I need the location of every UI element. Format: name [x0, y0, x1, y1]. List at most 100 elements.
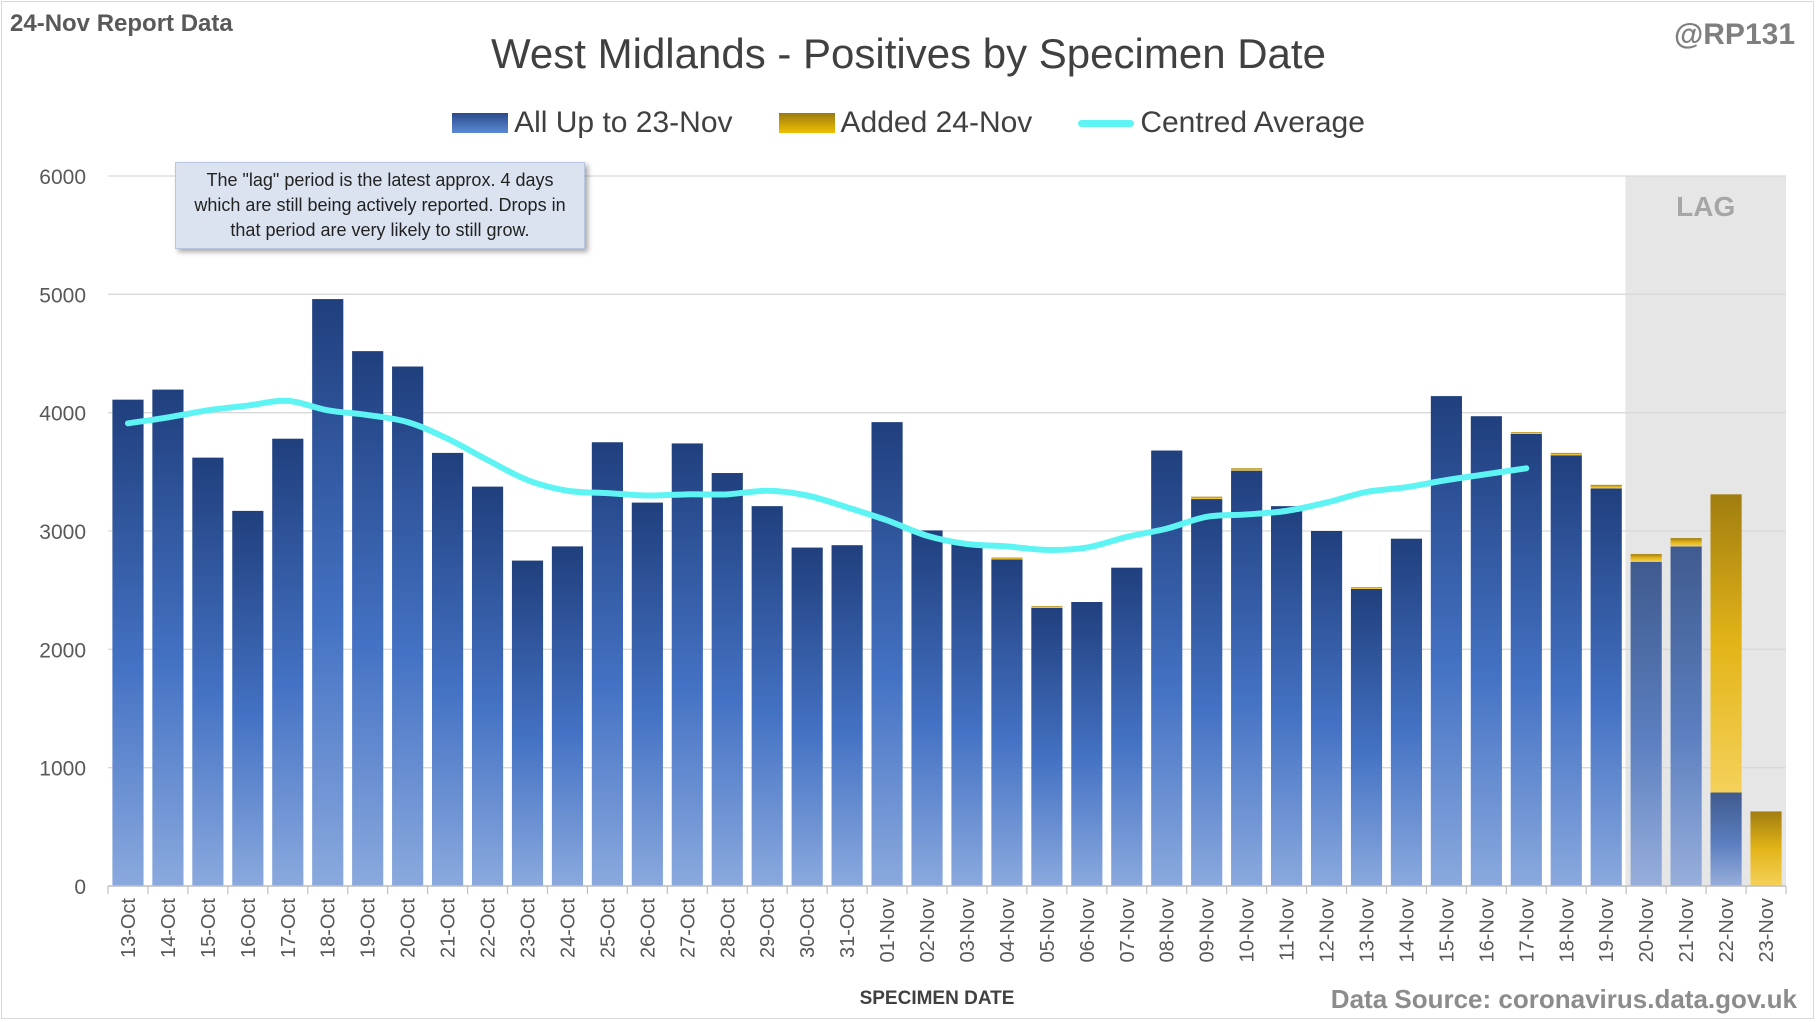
x-tick-label: 15-Oct [198, 898, 220, 958]
bar-base [1430, 396, 1462, 886]
bar-base [1271, 506, 1303, 886]
bar-base [112, 399, 144, 886]
legend-item-average: Centred Average [1078, 106, 1365, 140]
x-tick-label: 24-Oct [557, 898, 579, 958]
bar-base [152, 389, 184, 886]
bar-base [1710, 792, 1742, 886]
author-handle: @RP131 [1674, 18, 1795, 51]
bar-base [631, 502, 663, 886]
bar-base [911, 530, 943, 886]
x-tick-label: 16-Nov [1476, 898, 1498, 962]
x-tick-label: 12-Nov [1317, 898, 1339, 962]
bar-added [1550, 452, 1582, 456]
legend-label-base: All Up to 23-Nov [514, 106, 733, 139]
x-tick-label: 23-Oct [518, 898, 540, 958]
bar-base [1071, 602, 1103, 886]
x-tick-label: 22-Nov [1716, 898, 1738, 962]
x-tick-label: 07-Nov [1117, 898, 1139, 962]
chart-legend: All Up to 23-Nov Added 24-Nov Centred Av… [0, 106, 1817, 140]
x-tick-label: 18-Oct [318, 898, 340, 958]
bar-base [1231, 470, 1263, 886]
x-tick-label: 16-Oct [238, 898, 260, 958]
bar-base [1590, 488, 1622, 886]
bar-base [1630, 561, 1662, 886]
bar-base [352, 351, 384, 887]
x-tick-label: 15-Nov [1436, 898, 1458, 962]
x-axis-title: SPECIMEN DATE [860, 988, 1015, 1009]
x-tick-label: 23-Nov [1756, 898, 1778, 962]
x-tick-label: 17-Nov [1516, 898, 1538, 962]
x-tick-label: 18-Nov [1556, 898, 1578, 962]
bar-base [1510, 433, 1542, 886]
bar-base [232, 510, 264, 886]
lag-note-callout: The "lag" period is the latest approx. 4… [175, 162, 585, 249]
bar-base [432, 452, 464, 886]
bar-added [1350, 587, 1383, 589]
bar-base [511, 560, 544, 886]
bar-base [392, 366, 424, 886]
bar-base [1031, 607, 1063, 886]
bar-base [551, 546, 584, 886]
bar-base [591, 442, 623, 886]
bar-added [1630, 554, 1662, 562]
bar-base [951, 542, 983, 886]
legend-swatch-average [1078, 119, 1135, 127]
y-tick-label: 2000 [39, 639, 86, 662]
x-tick-label: 27-Oct [677, 898, 699, 958]
bar-base [1191, 499, 1223, 886]
bar-added [991, 557, 1023, 560]
bar-base [831, 545, 863, 886]
x-tick-label: 06-Nov [1077, 898, 1099, 962]
bar-base [471, 486, 504, 886]
bar-added [1750, 811, 1782, 886]
x-tick-label: 11-Nov [1277, 898, 1299, 961]
x-tick-label: 19-Nov [1596, 898, 1618, 962]
legend-label-added: Added 24-Nov [840, 106, 1033, 139]
x-tick-label: 13-Nov [1357, 898, 1379, 962]
bar-base [272, 438, 304, 886]
y-tick-label: 4000 [39, 403, 86, 426]
x-tick-label: 19-Oct [358, 898, 380, 958]
x-tick-label: 17-Oct [278, 898, 300, 958]
y-tick-label: 6000 [39, 166, 86, 189]
bar-base [1550, 455, 1582, 886]
average-line [124, 397, 1530, 553]
bar-base [1670, 546, 1702, 886]
bar-base [192, 457, 224, 886]
y-tick-label: 1000 [39, 758, 86, 781]
bar-base [671, 443, 703, 886]
bar-added [1710, 494, 1742, 793]
x-tick-label: 21-Nov [1676, 898, 1698, 962]
x-tick-label: 21-Oct [438, 898, 460, 958]
bar-base [1151, 450, 1183, 886]
x-tick-label: 03-Nov [957, 898, 979, 962]
legend-item-base: All Up to 23-Nov [452, 106, 733, 140]
lag-region-label: LAG [1676, 191, 1735, 222]
x-tick-label: 28-Oct [717, 898, 739, 958]
bar-base [1310, 531, 1343, 886]
bar-base [871, 422, 903, 886]
x-tick-label: 13-Oct [118, 898, 140, 958]
chart-title: West Midlands - Positives by Specimen Da… [491, 30, 1326, 77]
bar-base [1470, 416, 1502, 886]
legend-label-average: Centred Average [1140, 106, 1365, 139]
bar-base [1350, 588, 1383, 886]
x-tick-label: 09-Nov [1197, 898, 1219, 962]
legend-swatch-base [452, 113, 509, 133]
legend-swatch-added [778, 113, 835, 133]
x-tick-label: 04-Nov [997, 898, 1019, 962]
bar-base [991, 559, 1023, 886]
x-tick-label: 14-Oct [158, 898, 180, 958]
bar-base [751, 506, 783, 886]
bar-added [1231, 468, 1263, 471]
bar-added [1590, 484, 1622, 489]
bar-added [1670, 538, 1702, 547]
bar-added [1510, 432, 1542, 434]
bar-added [1031, 606, 1063, 608]
x-tick-label: 30-Oct [797, 898, 819, 958]
legend-item-added: Added 24-Nov [778, 106, 1033, 140]
bar-base [1390, 538, 1423, 886]
x-tick-label: 02-Nov [917, 898, 939, 962]
